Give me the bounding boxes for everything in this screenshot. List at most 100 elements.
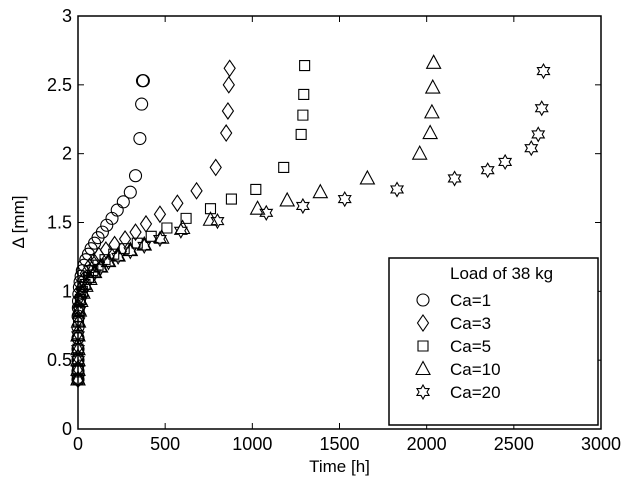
point-ca-10 bbox=[70, 340, 86, 356]
y-axis-label: Δ [mm] bbox=[9, 196, 28, 249]
legend-marker-4 bbox=[415, 383, 431, 401]
point-ca-10 bbox=[70, 370, 86, 386]
point-ca-1 bbox=[133, 131, 147, 146]
legend: Load of 38 kg Ca=1 Ca=3 Ca=5 Ca=10 Ca=20 bbox=[388, 257, 599, 426]
point-ca-1 bbox=[123, 185, 137, 199]
point-ca-20 bbox=[337, 190, 352, 208]
point-ca-20 bbox=[152, 230, 167, 248]
point-ca-20 bbox=[82, 270, 97, 288]
point-ca-10 bbox=[312, 183, 329, 199]
x-axis-label: Time [h] bbox=[309, 457, 370, 476]
legend-title: Load of 38 kg bbox=[450, 264, 553, 283]
point-ca-20 bbox=[70, 371, 86, 388]
point-ca-10 bbox=[70, 326, 86, 342]
point-ca-5 bbox=[299, 60, 311, 72]
point-ca-20 bbox=[447, 170, 462, 187]
data-marks bbox=[70, 54, 551, 389]
y-tick-label: 0 bbox=[62, 419, 72, 439]
point-ca-20 bbox=[536, 62, 551, 80]
point-ca-20 bbox=[524, 140, 539, 157]
point-ca-20 bbox=[70, 352, 86, 369]
point-ca-3 bbox=[108, 235, 121, 254]
point-ca-10 bbox=[70, 351, 86, 367]
point-ca-5 bbox=[225, 193, 237, 205]
x-tick-label: 2500 bbox=[494, 434, 534, 454]
axis-ticks: 0 500 1000 1500 2000 2500 3000 0 0.5 1 1.5 2 2.5 3 bbox=[47, 6, 621, 454]
point-ca-3 bbox=[153, 205, 167, 224]
point-ca-20 bbox=[71, 313, 86, 330]
legend-marker-0 bbox=[416, 293, 430, 307]
point-ca-10 bbox=[136, 235, 153, 251]
x-tick-label: 500 bbox=[150, 434, 180, 454]
point-ca-3 bbox=[220, 124, 233, 142]
point-ca-5 bbox=[298, 88, 310, 101]
x-tick-label: 1500 bbox=[319, 434, 359, 454]
point-ca-5 bbox=[250, 183, 262, 196]
legend-label-1: Ca=3 bbox=[450, 314, 491, 333]
legend-label-2: Ca=5 bbox=[450, 337, 491, 356]
point-ca-20 bbox=[137, 237, 152, 255]
point-ca-10 bbox=[110, 246, 127, 262]
legend-marker-2 bbox=[417, 340, 429, 352]
point-ca-20 bbox=[173, 222, 188, 239]
point-ca-20 bbox=[70, 327, 86, 344]
point-ca-3 bbox=[209, 158, 222, 177]
legend-marker-1 bbox=[416, 314, 430, 332]
point-ca-3 bbox=[118, 230, 132, 248]
point-ca-10 bbox=[425, 54, 442, 69]
point-ca-10 bbox=[279, 191, 296, 207]
point-ca-20 bbox=[390, 181, 405, 198]
point-ca-10 bbox=[424, 78, 441, 94]
point-ca-20 bbox=[531, 126, 546, 143]
point-ca-20 bbox=[534, 100, 549, 117]
point-ca-20 bbox=[259, 204, 274, 221]
point-ca-20 bbox=[210, 213, 225, 230]
point-ca-10 bbox=[70, 312, 87, 328]
point-ca-1 bbox=[100, 218, 114, 232]
point-ca-10 bbox=[249, 200, 266, 215]
point-ca-20 bbox=[498, 153, 513, 171]
point-ca-3 bbox=[190, 181, 203, 200]
point-ca-20 bbox=[295, 197, 310, 215]
point-ca-20 bbox=[73, 292, 88, 310]
point-ca-20 bbox=[123, 243, 138, 260]
point-ca-5 bbox=[204, 203, 217, 215]
x-tick-label: 0 bbox=[73, 434, 83, 454]
point-ca-5 bbox=[180, 212, 192, 224]
point-ca-20 bbox=[87, 265, 102, 282]
x-tick-label: 2000 bbox=[407, 434, 447, 454]
point-ca-5 bbox=[131, 237, 143, 249]
point-ca-1 bbox=[95, 225, 109, 239]
point-ca-10 bbox=[411, 145, 428, 160]
y-tick-label: 2 bbox=[62, 144, 72, 164]
point-ca-20 bbox=[72, 302, 87, 319]
point-ca-1 bbox=[128, 169, 143, 183]
y-tick-label: 1 bbox=[62, 281, 72, 301]
point-ca-10 bbox=[422, 124, 439, 140]
legend-label-3: Ca=10 bbox=[450, 360, 501, 379]
point-ca-1 bbox=[136, 74, 150, 88]
point-ca-5 bbox=[297, 109, 309, 121]
point-ca-10 bbox=[202, 211, 219, 226]
point-ca-20 bbox=[70, 341, 86, 358]
point-ca-10 bbox=[122, 241, 139, 257]
x-tick-label: 3000 bbox=[581, 434, 621, 454]
point-ca-3 bbox=[129, 223, 142, 242]
point-ca-5 bbox=[295, 128, 307, 140]
point-ca-10 bbox=[423, 103, 440, 119]
x-tick-label: 1000 bbox=[232, 434, 272, 454]
point-ca-10 bbox=[70, 361, 86, 376]
point-ca-20 bbox=[70, 361, 86, 378]
point-ca-1 bbox=[116, 195, 130, 209]
point-ca-3 bbox=[223, 59, 236, 78]
legend-label-0: Ca=1 bbox=[450, 291, 491, 310]
legend-marker-3 bbox=[415, 360, 431, 376]
series-ca-20 bbox=[70, 62, 551, 388]
point-ca-3 bbox=[221, 102, 235, 120]
point-ca-5 bbox=[278, 161, 290, 173]
point-ca-20 bbox=[101, 254, 116, 271]
point-ca-20 bbox=[93, 259, 108, 277]
point-ca-3 bbox=[171, 194, 184, 213]
series-ca-10 bbox=[70, 54, 442, 386]
